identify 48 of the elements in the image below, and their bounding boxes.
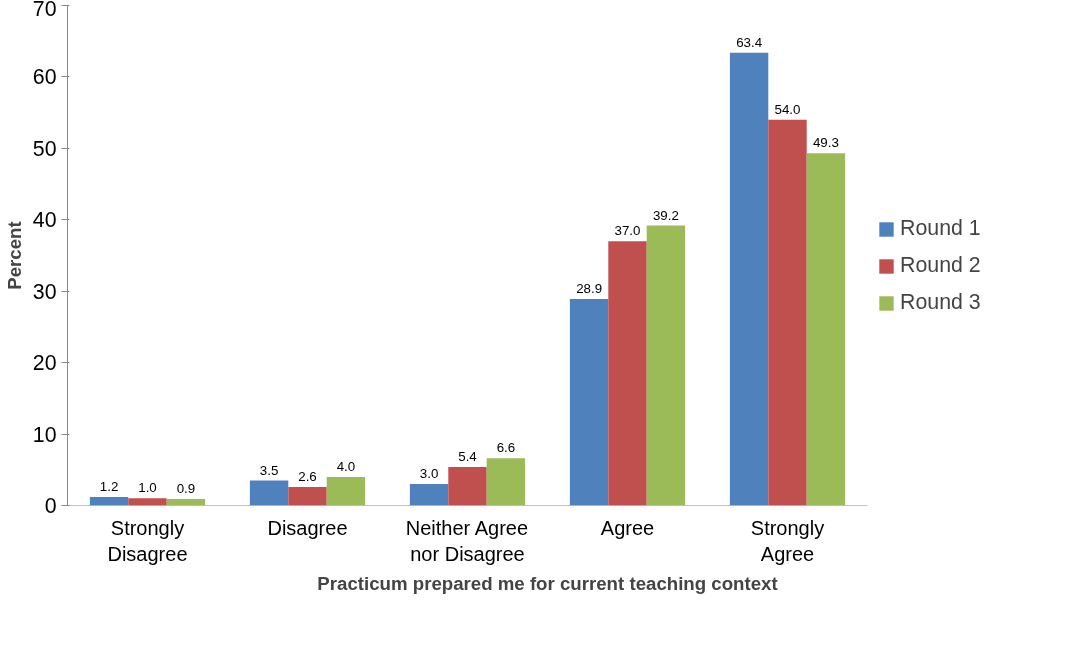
bar xyxy=(486,458,526,506)
y-tick-label: 60 xyxy=(32,65,57,90)
y-tick-label: 20 xyxy=(32,351,57,376)
bar xyxy=(288,486,327,506)
data-label: 2.6 xyxy=(298,468,317,484)
data-label: 37.0 xyxy=(614,223,641,239)
bar xyxy=(448,466,487,506)
x-tick-label: Strongly Agree xyxy=(750,516,825,565)
bar xyxy=(89,496,129,506)
legend-label: Round 2 xyxy=(900,253,981,278)
data-label: 6.6 xyxy=(496,440,516,456)
bar xyxy=(409,484,449,506)
legend-label: Round 3 xyxy=(900,290,981,315)
bar xyxy=(646,225,686,506)
y-tick-label: 0 xyxy=(44,494,57,518)
y-tick-label: 50 xyxy=(32,136,57,161)
bar xyxy=(249,480,289,506)
bar xyxy=(128,498,167,506)
bar xyxy=(768,119,807,506)
bar xyxy=(729,52,769,506)
bar xyxy=(326,476,366,506)
data-label: 28.9 xyxy=(576,281,603,297)
data-label: 0.9 xyxy=(176,481,196,497)
y-tick-label: 40 xyxy=(32,208,57,233)
data-label: 49.3 xyxy=(812,135,839,151)
data-label: 4.0 xyxy=(336,458,356,474)
data-label: 1.2 xyxy=(99,478,119,494)
bar xyxy=(608,241,647,506)
y-tick-label: 70 xyxy=(32,0,57,21)
x-tick-label: Disagree xyxy=(267,516,348,539)
data-label: 39.2 xyxy=(652,207,679,223)
x-tick-label: Neither Agree nor Disagree xyxy=(405,516,529,565)
data-label: 3.0 xyxy=(419,466,439,482)
y-tick-label: 10 xyxy=(32,422,57,447)
y-tick-label: 30 xyxy=(32,279,57,304)
data-label: 54.0 xyxy=(774,101,801,117)
y-axis-title: Percent xyxy=(3,221,25,290)
x-tick-label: Agree xyxy=(600,516,655,539)
bar xyxy=(166,499,206,506)
x-tick-label: Strongly Disagree xyxy=(107,516,188,565)
data-label: 63.4 xyxy=(736,34,763,50)
bar xyxy=(569,299,609,506)
data-label: 3.5 xyxy=(259,462,279,478)
x-axis-title: Practicum prepared me for current teaching context xyxy=(317,572,778,594)
data-label: 1.0 xyxy=(138,480,157,496)
data-label: 5.4 xyxy=(458,448,478,464)
legend-label: Round 1 xyxy=(900,216,981,241)
bar xyxy=(806,153,846,506)
